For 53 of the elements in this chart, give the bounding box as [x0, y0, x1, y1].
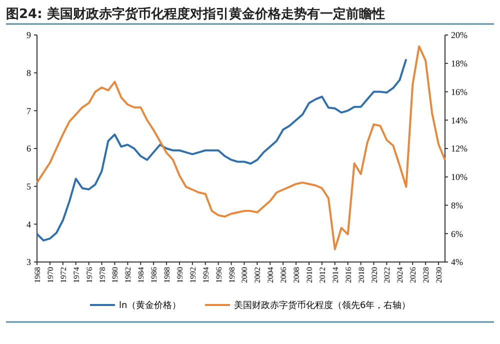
- y2-tick-label: 14%: [451, 115, 468, 126]
- x-tick-label: 2008: [292, 267, 302, 283]
- legend-label: 美国财政赤字货币化程度（领先6年，右轴）: [234, 300, 411, 312]
- y2-tick-label: 12%: [451, 144, 468, 154]
- x-tick-label: 1970: [46, 267, 55, 283]
- x-tick-label: 1984: [136, 267, 146, 283]
- y-tick-label: 4: [26, 219, 32, 230]
- y-tick-label: 3: [26, 257, 32, 268]
- x-tick-label: 1996: [214, 267, 224, 283]
- y2-tick-label: 6%: [451, 228, 464, 239]
- x-tick-label: 2018: [356, 267, 366, 283]
- x-tick-label: 2002: [253, 267, 262, 283]
- x-tick-label: 2014: [330, 267, 340, 283]
- x-tick-label: 2028: [422, 267, 431, 283]
- y2-tick-label: 18%: [451, 58, 468, 69]
- x-tick-label: 1968: [33, 267, 42, 283]
- x-tick-label: 1982: [124, 267, 133, 283]
- x-tick-label: 1978: [98, 267, 107, 283]
- x-tick-label: 1986: [150, 267, 159, 283]
- x-tick-label: 2010: [305, 267, 314, 283]
- x-tick-label: 1994: [201, 267, 210, 283]
- x-tick-label: 2030: [434, 267, 444, 283]
- y-tick-label: 7: [26, 106, 32, 116]
- y2-tick-label: 10%: [451, 172, 468, 182]
- line-series: [36, 58, 408, 242]
- line-series: [36, 45, 446, 250]
- y2-tick-label: 20%: [451, 30, 468, 40]
- x-tick-label: 2026: [408, 267, 418, 283]
- y2-tick-label: 4%: [451, 257, 464, 268]
- chart-title: 图24: 美国财政赤字货币化程度对指引黄金价格走势有一定前瞻性: [6, 6, 385, 22]
- x-tick-label: 1980: [110, 267, 120, 283]
- y2-tick-label: 8%: [451, 200, 464, 210]
- y-tick-label: 9: [26, 30, 32, 40]
- x-tick-label: 2006: [279, 267, 288, 283]
- x-tick-label: 2020: [370, 267, 379, 283]
- x-tick-label: 2016: [344, 267, 353, 283]
- x-tick-label: 1998: [227, 267, 236, 283]
- x-tick-label: 2004: [266, 267, 276, 283]
- x-tick-label: 1990: [175, 267, 184, 283]
- x-tick-label: 2022: [382, 267, 392, 283]
- x-tick-label: 2012: [318, 267, 327, 283]
- y-tick-label: 8: [26, 68, 32, 78]
- x-tick-label: 2000: [240, 267, 250, 283]
- y-tick-label: 5: [26, 181, 32, 192]
- legend-label: ln（黄金价格）: [119, 300, 182, 312]
- x-tick-label: 1972: [58, 267, 68, 283]
- x-tick-label: 1992: [188, 267, 198, 283]
- x-tick-label: 1976: [84, 267, 94, 283]
- x-tick-label: 2024: [396, 267, 405, 283]
- x-tick-label: 1988: [162, 267, 172, 283]
- x-tick-label: 1974: [72, 267, 81, 283]
- y2-tick-label: 16%: [451, 86, 468, 97]
- y-tick-label: 6: [26, 144, 32, 154]
